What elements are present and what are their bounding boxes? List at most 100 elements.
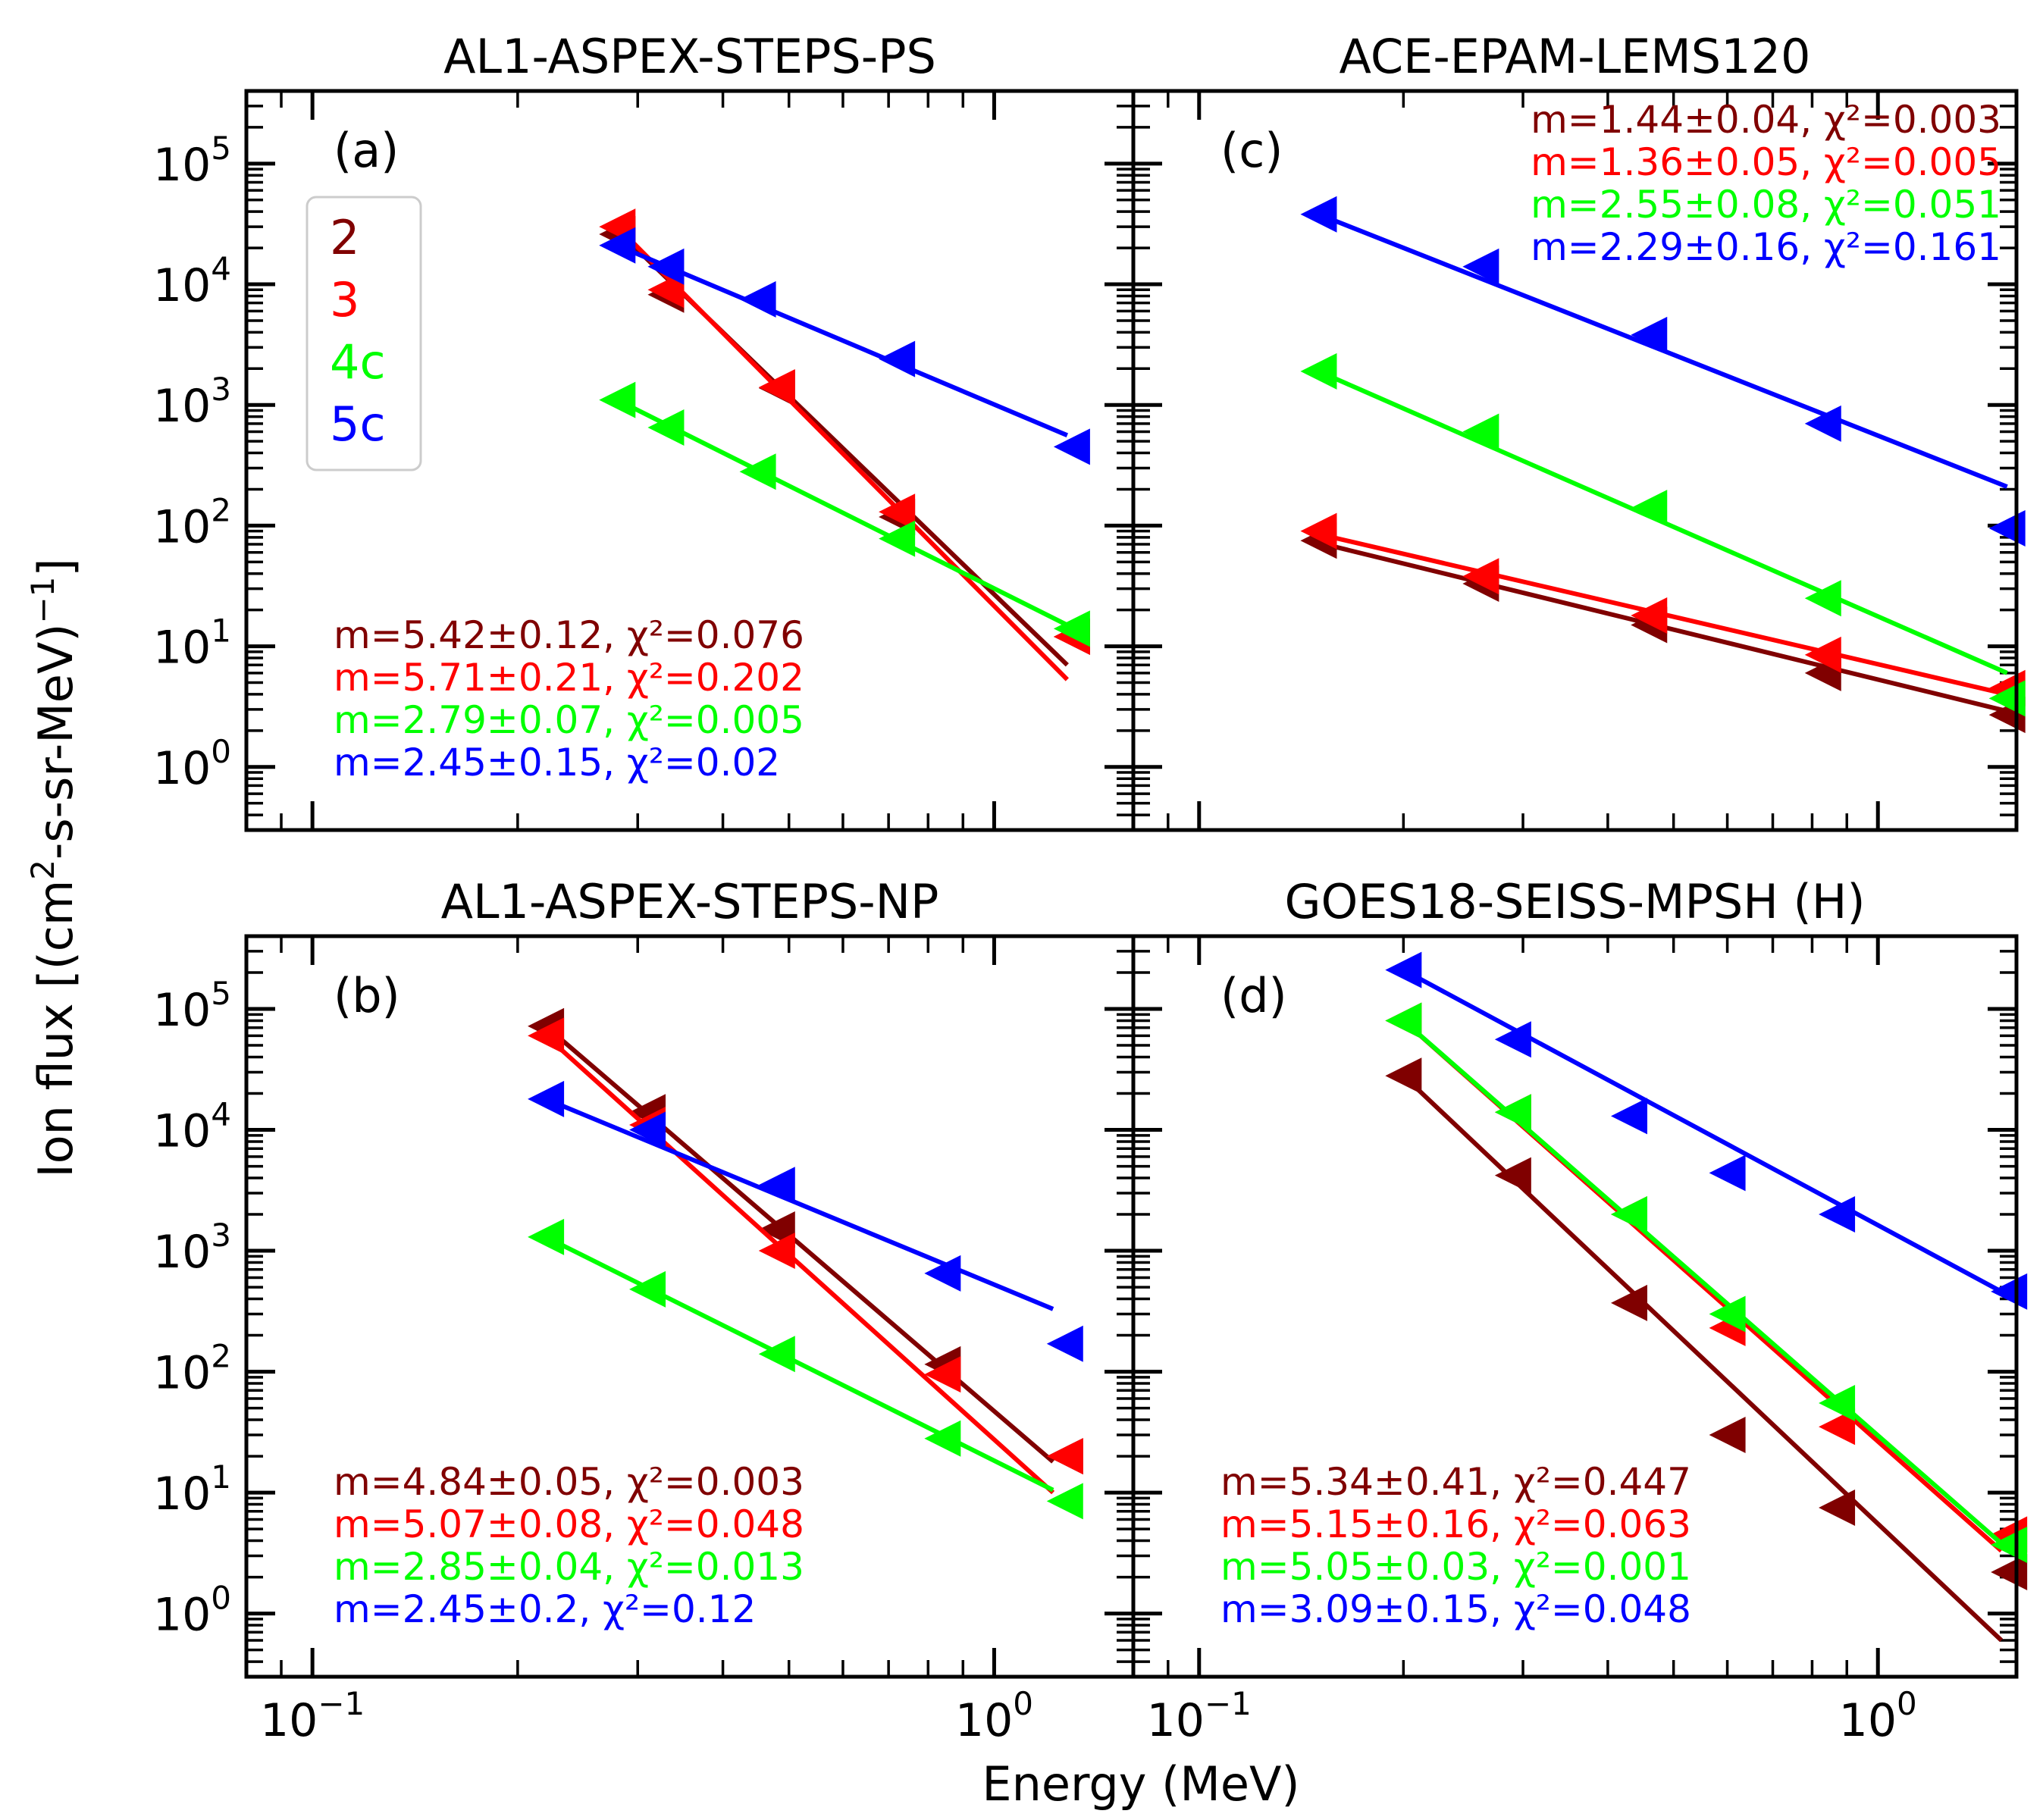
y-tick-label: 104: [153, 1096, 231, 1158]
fit-result-3: m=5.71±0.21, χ²=0.202: [334, 656, 804, 700]
data-point-5c: [1462, 248, 1499, 285]
fit-line-4c: [544, 1235, 1054, 1493]
fit-result-3: m=5.15±0.16, χ²=0.063: [1220, 1502, 1691, 1546]
data-point-4c: [879, 520, 916, 557]
panel-label: (d): [1220, 968, 1287, 1023]
y-tick-label: 105: [153, 130, 231, 192]
fit-result-2: m=5.42±0.12, χ²=0.076: [334, 613, 804, 657]
data-point-3: [1804, 636, 1841, 673]
fit-result-2: m=4.84±0.05, χ²=0.003: [334, 1460, 804, 1504]
y-tick-label: 105: [153, 975, 231, 1037]
data-point-4c: [1804, 580, 1841, 617]
data-point-3: [758, 368, 795, 406]
x-tick-label: 100: [955, 1685, 1033, 1747]
panel-c: ACE-EPAM-LEMS120 (c) m=1.44±0.04, χ²=0.003…: [1131, 29, 2026, 832]
data-point-4c: [1611, 1196, 1648, 1233]
y-tick-label: 102: [153, 1338, 231, 1400]
data-point-5c: [1053, 428, 1090, 465]
y-tick-label: 101: [153, 1458, 231, 1521]
fit-result-5c: m=3.09±0.15, χ²=0.048: [1220, 1587, 1691, 1631]
x-tick-label: 10−1: [1147, 1685, 1252, 1747]
data-point-3: [879, 493, 916, 531]
fit-line-4c: [1402, 1019, 2004, 1546]
data-point-4c: [1709, 1295, 1746, 1333]
data-point-3: [1631, 597, 1668, 634]
data-point-5c: [1709, 1154, 1746, 1192]
panels: AL1-ASPEX-STEPS-PS (a) 100 101 102 103 104 105 m…: [153, 29, 2028, 1747]
axes-frame: [1131, 89, 2019, 832]
data-point-2: [1494, 1157, 1531, 1194]
panel-title: AL1-ASPEX-STEPS-NP: [441, 874, 939, 929]
data-point-4c: [1494, 1094, 1531, 1131]
data-point-4c: [758, 1336, 795, 1373]
data-point-5c: [629, 1111, 666, 1148]
fit-result-3: m=5.07±0.08, χ²=0.048: [334, 1502, 804, 1546]
series-group: [1300, 196, 2026, 734]
data-point-5c: [1300, 196, 1337, 233]
panel-b: AL1-ASPEX-STEPS-NP (b) 100 101 102 103 104 105 1…: [153, 874, 1136, 1747]
panel-label: (c): [1220, 123, 1283, 178]
data-point-5c: [647, 248, 685, 285]
data-point-4c: [647, 409, 685, 446]
data-point-2: [1709, 1416, 1746, 1453]
fit-line-5c: [1402, 967, 2003, 1294]
data-point-3: [1462, 558, 1499, 595]
fit-line-4c: [616, 397, 1069, 628]
y-tick-label: 102: [153, 491, 231, 553]
data-point-4c: [528, 1218, 565, 1255]
fit-line-2: [544, 1024, 1055, 1464]
data-point-5c: [1631, 316, 1668, 353]
data-point-5c: [528, 1080, 565, 1117]
series-group: [599, 208, 1090, 681]
x-tick-label: 100: [1839, 1685, 1917, 1747]
y-axis-label: Ion flux [(cm2-s-sr-MeV)−1]: [24, 558, 83, 1177]
data-point-3: [1300, 512, 1337, 550]
legend-entry-3: 3: [330, 272, 359, 327]
data-point-4c: [1053, 610, 1090, 647]
legend-entry-4c: 4c: [330, 334, 386, 390]
x-axis-label: Energy (MeV): [982, 1756, 1299, 1812]
data-point-5c: [879, 340, 916, 377]
data-point-5c: [1804, 405, 1841, 442]
axis-ticks: [245, 89, 1133, 832]
fit-result-4c: m=2.55±0.08, χ²=0.051: [1531, 183, 2001, 227]
data-point-5c: [1385, 951, 1422, 988]
data-point-5c: [1611, 1098, 1648, 1135]
data-point-2: [1611, 1284, 1648, 1321]
fit-result-4c: m=2.79±0.07, χ²=0.005: [334, 698, 804, 742]
fit-line-5c: [616, 243, 1069, 438]
data-point-2: [1819, 1490, 1856, 1527]
data-point-5c: [599, 227, 636, 264]
fit-line-5c: [544, 1097, 1054, 1311]
y-tick-label: 101: [153, 612, 231, 675]
panel-d: GOES18-SEISS-MPSH (H) (d) 10−1 100 m=5.34±0.…: [1131, 874, 2028, 1747]
fit-result-5c: m=2.45±0.15, χ²=0.02: [334, 741, 780, 785]
axis-ticks: [245, 935, 1133, 1678]
data-point-5c: [1046, 1325, 1083, 1362]
legend-entry-5c: 5c: [330, 396, 386, 452]
x-tick-label: 10−1: [260, 1685, 365, 1747]
data-point-5c: [739, 280, 776, 318]
data-point-3: [1819, 1408, 1856, 1446]
y-tick-label: 104: [153, 250, 231, 312]
data-point-5c: [758, 1167, 795, 1204]
data-point-5c: [924, 1255, 961, 1292]
data-point-4c: [629, 1270, 666, 1308]
data-point-4c: [1300, 352, 1337, 390]
panel-title: AL1-ASPEX-STEPS-PS: [443, 29, 936, 84]
data-point-3: [758, 1233, 795, 1270]
y-tick-label: 100: [153, 733, 231, 795]
data-point-5c: [1819, 1196, 1856, 1233]
legend-entry-2: 2: [330, 210, 359, 265]
panel-label: (a): [334, 123, 399, 178]
fit-result-2: m=5.34±0.41, χ²=0.447: [1220, 1460, 1691, 1504]
fit-result-5c: m=2.45±0.2, χ²=0.12: [334, 1587, 756, 1631]
data-point-4c: [1046, 1483, 1083, 1520]
fit-result-5c: m=2.29±0.16, χ²=0.161: [1531, 225, 2001, 269]
fit-result-3: m=1.36±0.05, χ²=0.005: [1531, 140, 2001, 184]
